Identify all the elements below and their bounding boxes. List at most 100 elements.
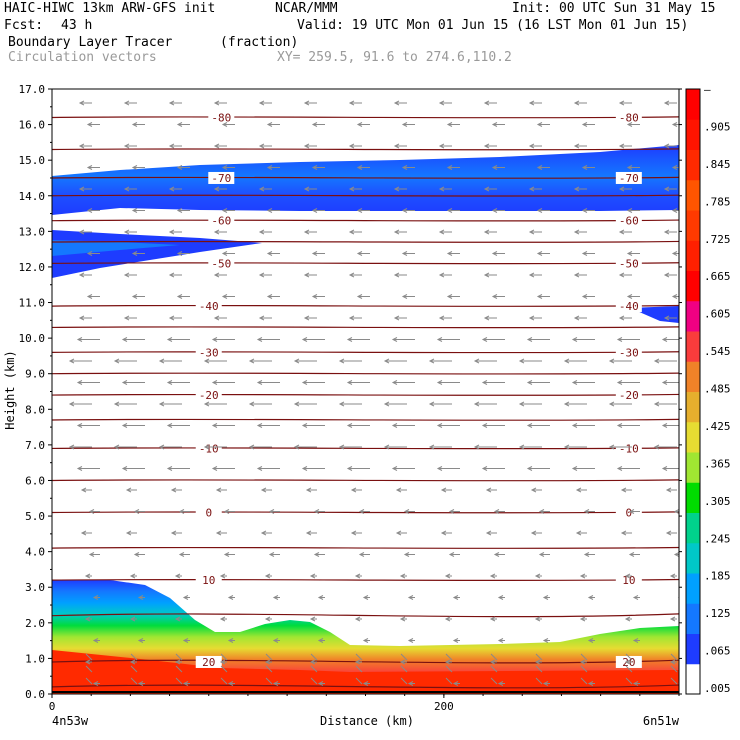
circulation-vector [573, 229, 587, 235]
circulation-vector [213, 100, 227, 106]
valid-time: Valid: 19 UTC Mon 01 Jun 15 (16 LST Mon … [297, 18, 689, 33]
circulation-vector [452, 681, 460, 686]
circulation-vector [483, 315, 497, 321]
circulation-vector [653, 358, 677, 364]
circulation-vector [129, 573, 137, 579]
circulation-vector [272, 638, 280, 643]
circulation-vector [534, 616, 542, 622]
circulation-vector [428, 444, 452, 450]
circulation-vector [616, 423, 640, 428]
circulation-vector [346, 380, 370, 385]
circulation-vector [579, 573, 587, 579]
circulation-vector [248, 401, 272, 407]
isotherm [52, 418, 679, 421]
circulation-vector [293, 401, 317, 407]
isotherm-label: -70 [619, 172, 639, 185]
circulation-vector [268, 509, 280, 514]
circulation-vector [628, 552, 640, 557]
low-level-vector [310, 677, 318, 685]
circulation-vector [211, 423, 235, 428]
circulation-vector [581, 208, 595, 213]
circulation-vector [356, 294, 370, 299]
circulation-vector [211, 466, 235, 471]
circulation-vector [311, 165, 325, 170]
isotherm-label-bg [615, 171, 642, 184]
circulation-vector [438, 272, 452, 278]
circulation-vector [68, 358, 92, 364]
low-level-vector [625, 653, 633, 661]
circulation-vector [444, 659, 452, 665]
isotherm [52, 351, 679, 354]
circulation-vector [626, 208, 640, 213]
y-tick-label: 8.0 [25, 403, 45, 416]
circulation-vector [86, 122, 100, 127]
circulation-vector [84, 573, 92, 579]
model-title: HAIC-HIWC 13km ARW-GFS init [4, 1, 216, 16]
circulation-vector [223, 509, 235, 514]
colorbar-swatch [686, 512, 700, 544]
circulation-vector [401, 251, 415, 256]
circulation-vector [518, 444, 542, 450]
circulation-vector [528, 229, 542, 235]
circulation-vector [121, 337, 145, 342]
colorbar-label: .485 [704, 383, 731, 396]
low-level-vector [490, 653, 498, 661]
colorbar-label: .605 [704, 308, 731, 321]
circulation-vector [211, 337, 235, 342]
circulation-vector [313, 552, 325, 557]
circulation-vector [123, 100, 137, 106]
circulation-vector [80, 487, 92, 493]
circulation-vector [350, 487, 362, 493]
colorbar-swatch [686, 89, 700, 120]
colorbar: .005 .065 .125 .185 .245 .305 .365 .425 .485 .545… [685, 83, 731, 695]
circulation-vector [131, 122, 145, 127]
circulation-vector [256, 423, 280, 428]
circulation-vector [669, 573, 677, 579]
circulation-vector [76, 380, 100, 385]
circulation-vector [383, 444, 407, 450]
circulation-vector [536, 165, 550, 170]
circulation-vector [303, 186, 317, 192]
circulation-vector [129, 616, 137, 622]
isotherm-label-bg [208, 111, 235, 124]
circulation-vector [391, 466, 415, 471]
circulation-vector [348, 229, 362, 235]
y-tick-label: 10.0 [19, 332, 46, 345]
circulation-vector [176, 208, 190, 213]
circulation-vector [258, 272, 272, 278]
circulation-vector [176, 165, 190, 170]
circulation-vector [626, 294, 640, 299]
low-level-vector [220, 665, 228, 673]
circulation-vector [174, 616, 182, 622]
circulation-vector [626, 251, 640, 256]
isotherm [52, 393, 679, 396]
low-level-vector [580, 665, 588, 673]
circulation-vector [448, 552, 460, 557]
low-level-vector [130, 665, 138, 673]
colorbar-label: .845 [704, 158, 731, 171]
circulation-vector [346, 423, 370, 428]
mid-tracer-core [52, 240, 180, 256]
circulation-vector [137, 681, 145, 686]
circulation-vector [542, 681, 550, 686]
circulation-vector [483, 143, 497, 149]
circulation-vector [121, 380, 145, 385]
circulation-vector [571, 466, 595, 471]
circulation-vector [542, 595, 550, 600]
circulation-vector [123, 272, 137, 278]
circulation-vector [624, 659, 632, 665]
colorbar-swatch [686, 391, 700, 423]
circulation-vector [227, 681, 235, 686]
isotherm-label: 0 [626, 507, 633, 520]
forecast-label: Fcst: [4, 18, 44, 33]
circulation-vector [266, 208, 280, 213]
circulation-vector [616, 380, 640, 385]
circulation-vector [436, 466, 460, 471]
circulation-vector [491, 251, 505, 256]
circulation-vector [407, 638, 415, 643]
low-level-vector [445, 677, 453, 685]
low-level-vector [535, 653, 543, 661]
circulation-vector [258, 315, 272, 321]
low-level-vector [265, 677, 273, 685]
circulation-vector [86, 294, 100, 299]
